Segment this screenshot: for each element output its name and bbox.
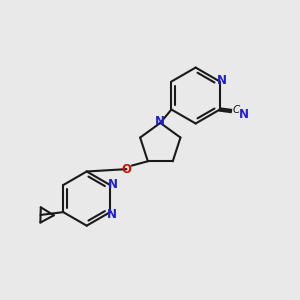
- Text: N: N: [107, 178, 118, 191]
- Text: N: N: [155, 115, 165, 128]
- Text: N: N: [106, 208, 117, 221]
- Text: N: N: [217, 74, 227, 88]
- Text: O: O: [122, 163, 131, 176]
- Text: C: C: [232, 105, 239, 116]
- Text: N: N: [238, 108, 248, 121]
